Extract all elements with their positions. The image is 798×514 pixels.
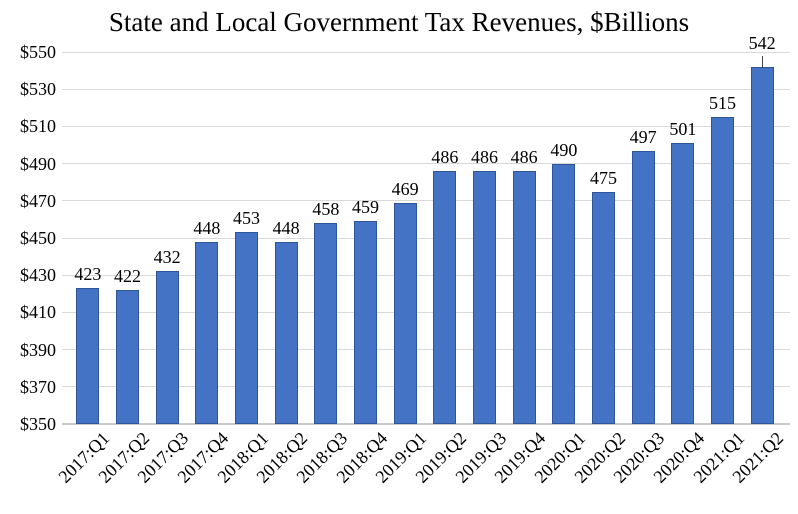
bar	[433, 171, 457, 424]
bar-value-label: 515	[709, 93, 736, 114]
y-axis-label: $430	[20, 265, 56, 286]
bar	[711, 117, 734, 424]
bar-value-label: 469	[391, 178, 419, 199]
gridline	[62, 386, 790, 388]
bar	[314, 223, 338, 424]
bar	[274, 241, 298, 424]
gridline	[62, 311, 790, 313]
gridline	[62, 51, 790, 53]
chart-title: State and Local Government Tax Revenues,…	[108, 7, 690, 37]
bar	[393, 202, 417, 424]
bar-value-label: 486	[471, 147, 498, 168]
bar	[631, 150, 655, 424]
bar	[195, 241, 219, 424]
y-axis-label: $530	[20, 79, 56, 100]
bar	[552, 163, 576, 424]
y-axis-label: $350	[20, 414, 56, 434]
bar	[155, 271, 179, 424]
bar-value-label: 422	[114, 266, 141, 287]
bar	[354, 221, 377, 424]
y-axis-label: $410	[20, 302, 56, 323]
bar-value-label: 486	[431, 147, 459, 168]
bar-value-label: 486	[510, 147, 538, 168]
bar	[750, 66, 774, 424]
gridline	[62, 163, 790, 165]
gridline	[62, 237, 790, 239]
gridline	[62, 88, 790, 90]
bar	[592, 191, 615, 424]
y-axis-label: $370	[20, 376, 56, 397]
bar-value-label: 448	[193, 217, 221, 238]
gridline	[62, 125, 790, 127]
y-axis-label: $550	[20, 42, 56, 62]
y-axis-label: $450	[20, 228, 56, 248]
x-axis-line	[62, 423, 790, 425]
bar-value-label: 423	[74, 264, 102, 285]
bar-value-label: 448	[272, 217, 300, 238]
y-axis-label: $490	[20, 153, 56, 174]
y-axis-label: $510	[20, 116, 56, 137]
bar-value-label: 453	[233, 208, 260, 229]
bar	[473, 171, 496, 424]
bar	[116, 290, 139, 424]
y-axis-label: $390	[20, 339, 56, 360]
bar	[235, 232, 258, 424]
bar-value-label: 475	[590, 167, 617, 188]
gridline	[62, 200, 790, 202]
gridline	[62, 349, 790, 351]
bar-value-label: 432	[153, 247, 181, 268]
bar	[671, 143, 695, 424]
bar-value-label: 497	[629, 126, 657, 147]
bar	[512, 171, 536, 424]
label-leader-line	[761, 55, 763, 68]
bar-value-label: 490	[550, 139, 578, 160]
bar	[76, 288, 100, 424]
bar-value-label: 542	[748, 32, 776, 53]
y-axis-label: $470	[20, 190, 56, 211]
gridline	[62, 274, 790, 276]
bar-value-label: 459	[352, 197, 379, 218]
bar-value-label: 458	[312, 199, 340, 220]
bar-value-label: 501	[669, 119, 697, 140]
